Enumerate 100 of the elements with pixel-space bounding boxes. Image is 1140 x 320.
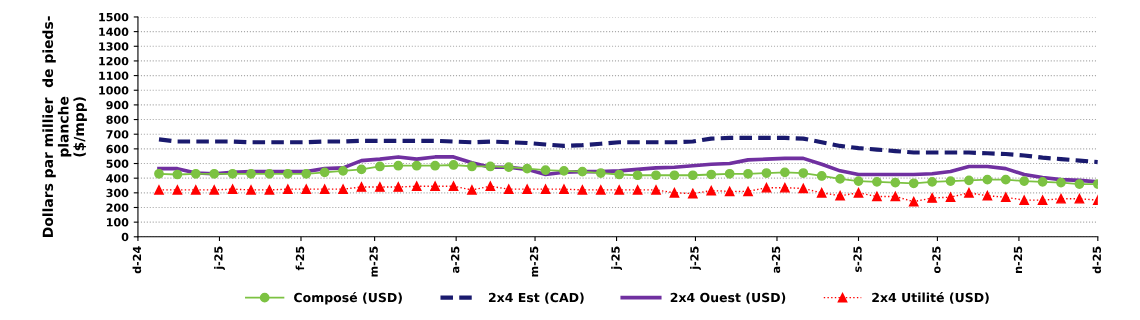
- point: [319, 167, 330, 178]
- point: [632, 170, 643, 181]
- point: [485, 161, 496, 172]
- point: [375, 161, 385, 172]
- point: [614, 185, 625, 195]
- point: [430, 181, 440, 192]
- point: [945, 192, 956, 203]
- point: [375, 182, 385, 192]
- point: [301, 168, 312, 179]
- point: [559, 184, 569, 195]
- y-tick-label: 600: [106, 144, 129, 154]
- point: [467, 161, 477, 172]
- y-tick-label: 0: [121, 232, 129, 242]
- point: [890, 177, 901, 188]
- point: [872, 191, 882, 202]
- y-tick-label: 1000: [99, 86, 129, 95]
- point: [890, 191, 901, 202]
- point: [982, 174, 993, 185]
- point: [835, 174, 845, 184]
- y-tick-label: 1300: [99, 42, 129, 51]
- point: [338, 165, 348, 176]
- x-tick-label: d-24: [132, 246, 142, 274]
- y-tick-label: 1500: [99, 12, 129, 22]
- point: [1019, 176, 1030, 186]
- point: [761, 182, 772, 193]
- point: [908, 196, 919, 207]
- point: [927, 176, 938, 187]
- point: [1074, 179, 1085, 189]
- point: [485, 181, 496, 192]
- point: [227, 184, 238, 195]
- point: [448, 160, 459, 170]
- y-tick-label: 400: [106, 174, 129, 183]
- point: [724, 168, 735, 179]
- point: [798, 168, 809, 178]
- point: [246, 168, 256, 179]
- point: [190, 168, 201, 179]
- point: [1000, 174, 1011, 185]
- point: [393, 182, 404, 192]
- point: [190, 185, 201, 195]
- x-tick-label: f-25: [295, 246, 305, 271]
- point: [356, 164, 367, 175]
- point: [282, 184, 293, 195]
- point: [522, 163, 533, 174]
- point: [706, 169, 717, 180]
- point: [853, 176, 864, 186]
- point: [761, 168, 772, 178]
- point: [1056, 177, 1066, 188]
- point: [227, 168, 238, 179]
- point: [246, 185, 256, 195]
- point: [798, 183, 809, 194]
- x-tick-label: m-25: [369, 246, 378, 277]
- point: [411, 160, 422, 171]
- point: [503, 184, 514, 195]
- x-tick-label: s-25: [853, 246, 862, 272]
- point: [264, 168, 275, 179]
- x-tick-label: d-25: [1092, 246, 1102, 274]
- point: [872, 176, 882, 187]
- point: [522, 184, 533, 195]
- x-tick-label: m-25: [529, 246, 539, 277]
- legend-label: 2x4 Utilité (USD): [872, 292, 989, 304]
- point: [964, 187, 974, 198]
- point: [595, 168, 606, 178]
- line-series: [156, 135, 1098, 165]
- point: [964, 175, 974, 186]
- point: [209, 168, 220, 179]
- point: [430, 160, 440, 171]
- y-tick-label: 700: [106, 130, 129, 139]
- point: [982, 190, 993, 201]
- point: [669, 170, 680, 181]
- x-tick-label: a-25: [771, 246, 781, 273]
- point: [540, 184, 551, 195]
- point: [632, 185, 643, 195]
- legend-label: Composé (USD): [294, 292, 402, 305]
- point: [669, 187, 680, 198]
- y-tick-label: 1400: [99, 27, 129, 36]
- y-tick-label: 900: [106, 100, 129, 110]
- point: [595, 185, 606, 195]
- point: [687, 170, 698, 181]
- point: [301, 184, 312, 195]
- y-tick-label: 300: [106, 188, 129, 198]
- point: [651, 185, 661, 195]
- point: [209, 185, 220, 195]
- y-tick-label: 1100: [99, 71, 129, 80]
- point: [393, 160, 404, 171]
- point: [1037, 195, 1048, 206]
- point: [448, 181, 459, 192]
- x-tick-label: j-25: [690, 246, 701, 271]
- point: [411, 181, 422, 192]
- point: [1074, 193, 1085, 204]
- point: [945, 176, 956, 186]
- point: [338, 184, 348, 195]
- x-tick-label: a-25: [450, 246, 460, 273]
- point: [743, 186, 753, 197]
- point: [154, 185, 164, 195]
- y-tick-label: 500: [106, 159, 129, 168]
- point: [927, 193, 938, 203]
- point: [540, 165, 551, 175]
- point: [816, 187, 827, 198]
- point: [1037, 176, 1048, 187]
- legend-label: 2x4 Est (CAD): [488, 292, 584, 304]
